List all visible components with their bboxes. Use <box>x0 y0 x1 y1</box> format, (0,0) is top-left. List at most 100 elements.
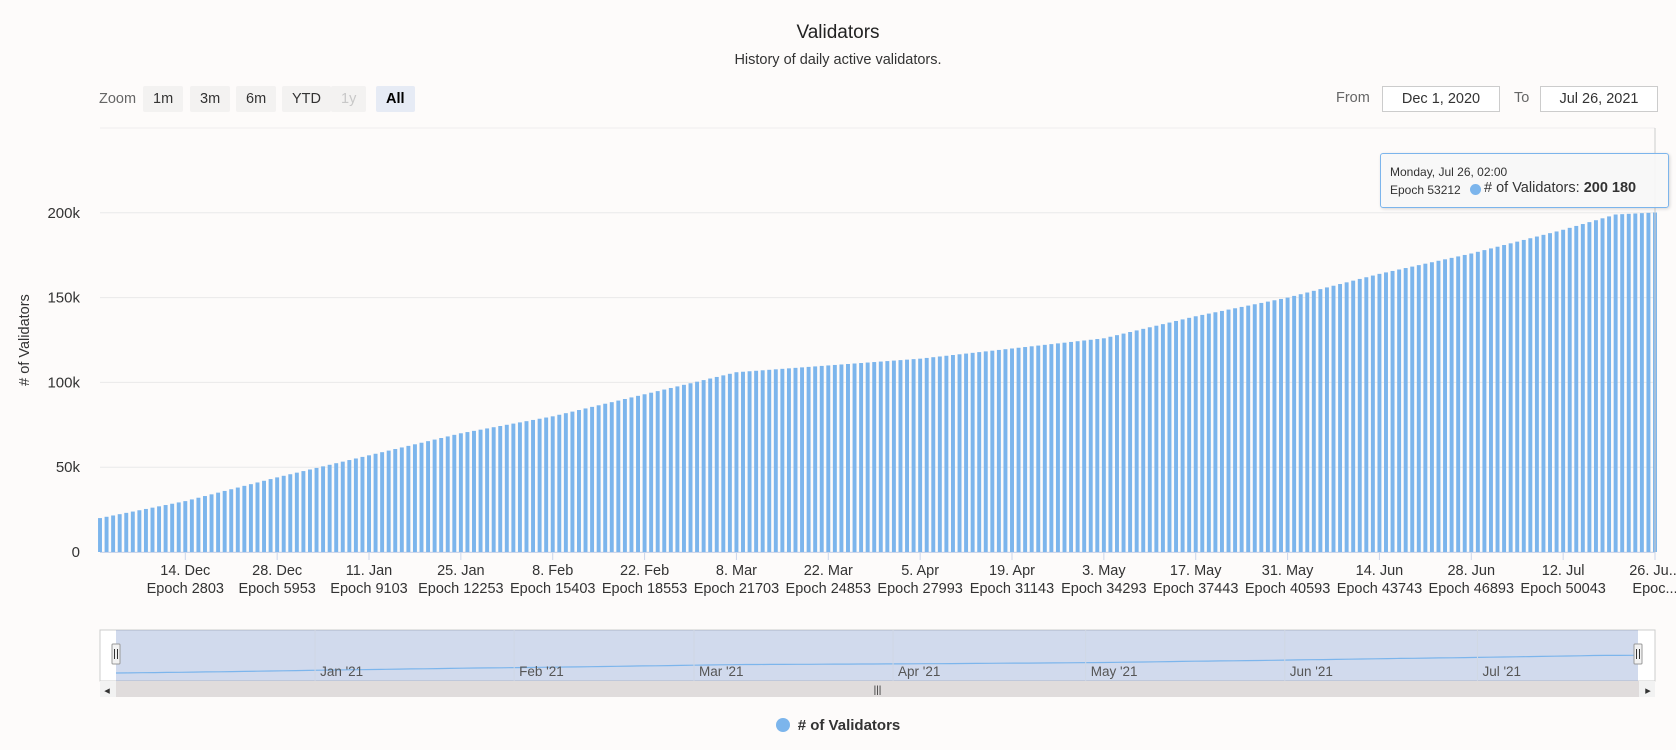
scrollbar-right-arrow-icon[interactable]: ▸ <box>1645 685 1651 697</box>
validator-bar[interactable] <box>327 464 332 552</box>
validator-bar[interactable] <box>1410 266 1415 552</box>
validator-bar[interactable] <box>491 427 496 552</box>
zoom-6m-button[interactable]: 6m <box>236 86 277 112</box>
validator-bar[interactable] <box>1370 275 1375 552</box>
validator-bar[interactable] <box>681 384 686 552</box>
validator-bar[interactable] <box>596 405 601 552</box>
validator-bar[interactable] <box>636 395 640 552</box>
validator-bar[interactable] <box>544 417 549 552</box>
validator-bar[interactable] <box>780 368 785 552</box>
validator-bar[interactable] <box>878 361 883 552</box>
validator-bar[interactable] <box>1324 287 1329 552</box>
validator-bar[interactable] <box>137 510 142 552</box>
validator-bar[interactable] <box>1377 273 1382 552</box>
validator-bar[interactable] <box>1436 260 1441 552</box>
validator-bar[interactable] <box>1101 338 1106 552</box>
validator-bar[interactable] <box>242 485 247 552</box>
validator-bar[interactable] <box>367 455 371 552</box>
validator-bar[interactable] <box>1206 313 1211 552</box>
validator-bar[interactable] <box>924 357 929 552</box>
validator-bar[interactable] <box>1200 314 1205 552</box>
validator-bar[interactable] <box>472 430 476 552</box>
validator-bar[interactable] <box>255 482 260 552</box>
validator-bar[interactable] <box>800 367 805 552</box>
validator-bar[interactable] <box>839 364 844 552</box>
validator-bar[interactable] <box>412 444 417 552</box>
validator-bar[interactable] <box>189 499 194 552</box>
validator-bar[interactable] <box>1272 300 1277 552</box>
validator-bar[interactable] <box>163 505 168 552</box>
validator-bar[interactable] <box>1364 277 1369 552</box>
validator-bar[interactable] <box>334 463 339 552</box>
validator-bar[interactable] <box>1147 327 1152 552</box>
validator-bar[interactable] <box>1292 295 1297 552</box>
validator-bar[interactable] <box>1390 270 1395 552</box>
validator-bar[interactable] <box>577 410 581 552</box>
validator-bar[interactable] <box>1055 343 1060 552</box>
validator-bar[interactable] <box>1423 263 1428 552</box>
validator-bar[interactable] <box>609 402 614 552</box>
validator-bar[interactable] <box>1128 332 1133 552</box>
validator-bar[interactable] <box>813 366 818 552</box>
validator-bar[interactable] <box>216 492 221 552</box>
validator-bar[interactable] <box>616 400 621 552</box>
validator-bar[interactable] <box>498 426 503 552</box>
legend-item[interactable]: # of Validators <box>0 717 1676 734</box>
validator-bar[interactable] <box>688 383 693 552</box>
validator-bar[interactable] <box>1246 305 1251 552</box>
validator-bar[interactable] <box>1521 239 1526 552</box>
scrollbar-left-arrow-icon[interactable]: ◂ <box>104 685 110 697</box>
validator-bar[interactable] <box>347 460 352 552</box>
validator-bar[interactable] <box>1554 231 1559 552</box>
validator-bar[interactable] <box>294 472 299 552</box>
validator-bar[interactable] <box>386 450 391 552</box>
validator-bar[interactable] <box>944 355 949 552</box>
validator-bar[interactable] <box>209 494 214 552</box>
validator-bar[interactable] <box>1534 236 1539 553</box>
validator-bar[interactable] <box>531 419 536 552</box>
validator-bar[interactable] <box>353 458 358 552</box>
validator-bar[interactable] <box>307 469 312 553</box>
validator-bar[interactable] <box>183 501 188 552</box>
validator-bar[interactable] <box>1265 301 1270 552</box>
validator-bar[interactable] <box>603 403 608 552</box>
validator-bar[interactable] <box>1180 319 1185 552</box>
validator-bar[interactable] <box>1482 250 1487 553</box>
validator-bar[interactable] <box>1639 213 1644 552</box>
validator-bar[interactable] <box>1305 292 1310 552</box>
validator-bar[interactable] <box>950 355 955 552</box>
validator-bar[interactable] <box>1646 212 1651 552</box>
validator-bar[interactable] <box>701 380 706 552</box>
validator-bar[interactable] <box>399 447 404 552</box>
validator-bar[interactable] <box>793 367 798 552</box>
validator-bar[interactable] <box>872 362 877 552</box>
validator-bar[interactable] <box>1160 324 1165 552</box>
validator-bar[interactable] <box>1069 341 1074 552</box>
validator-bar[interactable] <box>721 375 726 552</box>
from-date-input[interactable]: Dec 1, 2020 <box>1382 86 1500 112</box>
validator-bar[interactable] <box>1357 278 1362 552</box>
validator-bar[interactable] <box>1049 344 1054 552</box>
validator-bar[interactable] <box>911 359 916 552</box>
validator-bar[interactable] <box>458 433 463 552</box>
validator-bar[interactable] <box>1233 308 1238 552</box>
validator-bar[interactable] <box>734 372 739 552</box>
validator-bar[interactable] <box>419 442 424 552</box>
validator-bar[interactable] <box>865 362 870 552</box>
validator-bar[interactable] <box>550 416 555 552</box>
validator-bar[interactable] <box>262 480 266 552</box>
validator-bar[interactable] <box>846 363 850 552</box>
validator-bar[interactable] <box>563 413 568 552</box>
validator-bar[interactable] <box>898 360 903 552</box>
to-date-input[interactable]: Jul 26, 2021 <box>1540 86 1658 112</box>
validator-bar[interactable] <box>1075 341 1080 552</box>
validator-bar[interactable] <box>1121 333 1126 552</box>
validator-bar[interactable] <box>786 368 791 552</box>
validator-bar[interactable] <box>649 392 654 552</box>
validator-bar[interactable] <box>1285 297 1290 552</box>
validator-bar[interactable] <box>1239 306 1244 552</box>
validator-bar[interactable] <box>1416 265 1421 552</box>
validator-bar[interactable] <box>970 352 975 552</box>
validator-bar[interactable] <box>1489 248 1493 553</box>
